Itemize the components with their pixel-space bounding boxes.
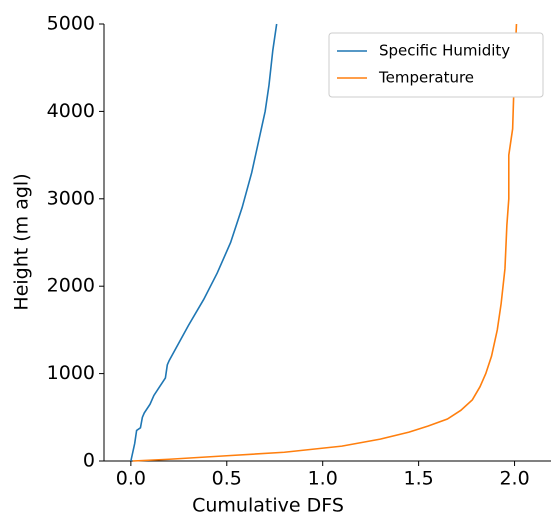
legend-label: Specific Humidity xyxy=(379,42,510,60)
y-tick-label: 5000 xyxy=(47,13,95,35)
y-tick-label: 4000 xyxy=(47,100,95,122)
series-line xyxy=(130,23,278,462)
y-tick-label: 0 xyxy=(83,450,95,472)
x-tick-label: 1.0 xyxy=(308,468,338,490)
x-tick-label: 0.0 xyxy=(116,468,146,490)
x-tick-label: 1.5 xyxy=(404,468,434,490)
y-tick-label: 1000 xyxy=(47,362,95,384)
x-tick-label: 0.5 xyxy=(212,468,242,490)
x-tick-label: 2.0 xyxy=(499,468,529,490)
legend-label: Temperature xyxy=(378,69,474,87)
y-axis-label: Height (m agl) xyxy=(11,173,33,310)
y-tick-label: 2000 xyxy=(47,275,95,297)
y-tick-label: 3000 xyxy=(47,187,95,209)
x-axis-label: Cumulative DFS xyxy=(192,495,344,517)
series-line xyxy=(132,23,518,462)
legend-box xyxy=(328,32,544,98)
